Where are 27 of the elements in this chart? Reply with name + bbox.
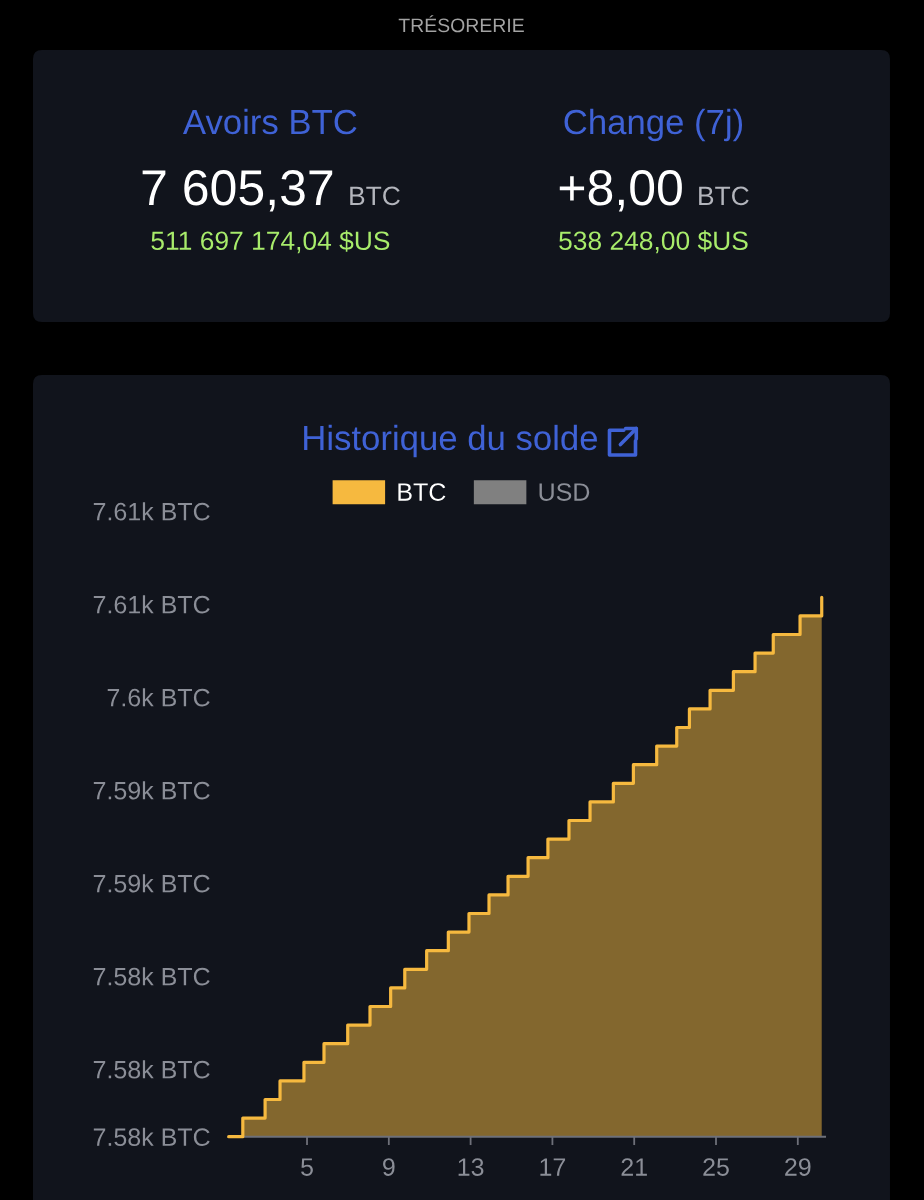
y-tick-label: 7.6k BTC — [107, 688, 210, 707]
x-tick-label: 21 — [621, 1158, 647, 1176]
y-tick-label: 7.58k BTC — [93, 967, 210, 986]
text: +8,00 — [559, 170, 682, 212]
y-tick-label: 7.59k BTC — [93, 874, 210, 893]
legend-label: BTC — [398, 483, 446, 501]
x-tick-label: 25 — [703, 1158, 729, 1176]
text: TRÉSORERIE — [398, 15, 524, 33]
y-tick-label: 7.61k BTC — [93, 595, 210, 614]
x-tick-label: 29 — [785, 1158, 811, 1176]
x-tick-label: 9 — [383, 1158, 395, 1176]
x-tick-label: 17 — [540, 1158, 566, 1176]
text: Avoirs BTC — [182, 108, 357, 135]
y-tick-label: 7.58k BTC — [93, 1060, 210, 1079]
text: Change (7j) — [564, 108, 743, 142]
y-tick-label: 7.61k BTC — [93, 502, 210, 521]
x-tick-label: 5 — [301, 1158, 313, 1176]
text: BTC — [699, 186, 749, 206]
text: 538 248,00 $US — [559, 230, 748, 254]
legend-label: USD — [539, 483, 590, 501]
chart-title: Historique du solde — [304, 424, 597, 458]
x-tick-label: 13 — [458, 1158, 484, 1176]
y-tick-label: 7.58k BTC — [93, 1127, 210, 1146]
y-tick-label: 7.59k BTC — [93, 781, 210, 800]
text: 511 697 174,04 $US — [151, 230, 390, 254]
text: 7 605,37 — [142, 170, 333, 212]
text: BTC — [350, 186, 400, 206]
